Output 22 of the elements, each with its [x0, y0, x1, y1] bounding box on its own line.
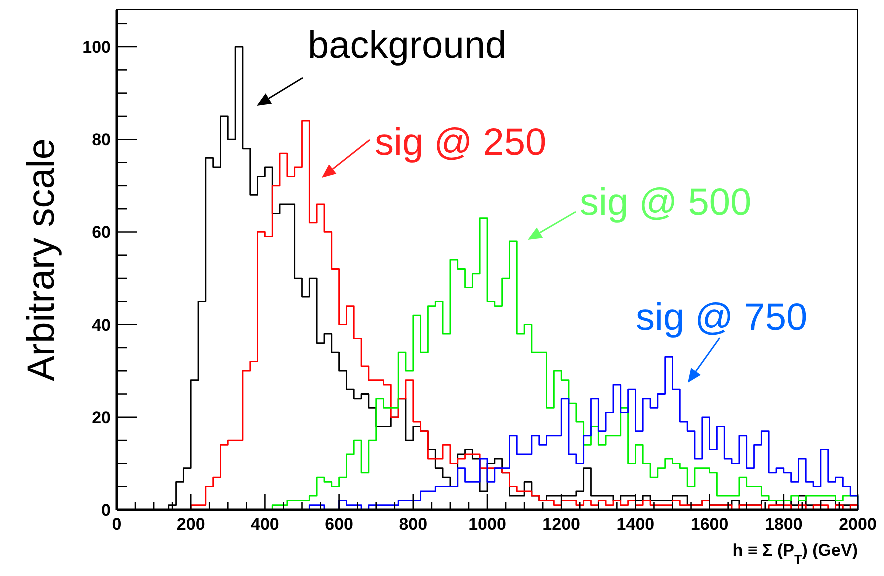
x-tick-label: 400 — [251, 515, 280, 534]
y-tick-label: 80 — [92, 130, 111, 150]
series-label: background — [308, 25, 507, 67]
x-tick-label: 1200 — [542, 515, 581, 534]
y-tick-label: 60 — [92, 223, 111, 242]
y-tick-label: 20 — [92, 408, 111, 428]
x-tick-label: 1000 — [468, 515, 506, 534]
y-axis-title: Arbitrary scale — [21, 138, 63, 382]
series-label: sig @ 500 — [580, 182, 752, 224]
x-tick-label: 800 — [399, 515, 428, 534]
x-tick-label: 1800 — [764, 515, 803, 534]
y-tick-label: 0 — [102, 500, 111, 520]
x-axis-title: h ≡ Σ (P$_{T}$) (GeV) — [732, 541, 858, 566]
y-tick-label: 40 — [92, 316, 111, 335]
x-tick-label: 1600 — [690, 515, 729, 534]
x-tick-label: 600 — [325, 515, 354, 534]
y-tick-label: 100 — [82, 38, 111, 57]
x-tick-label: 200 — [176, 515, 206, 534]
x-tick-label: 1400 — [616, 515, 655, 534]
series-label: sig @ 750 — [636, 297, 808, 339]
series-label: sig @ 250 — [375, 122, 547, 164]
x-tick-label: 2000 — [839, 515, 877, 534]
